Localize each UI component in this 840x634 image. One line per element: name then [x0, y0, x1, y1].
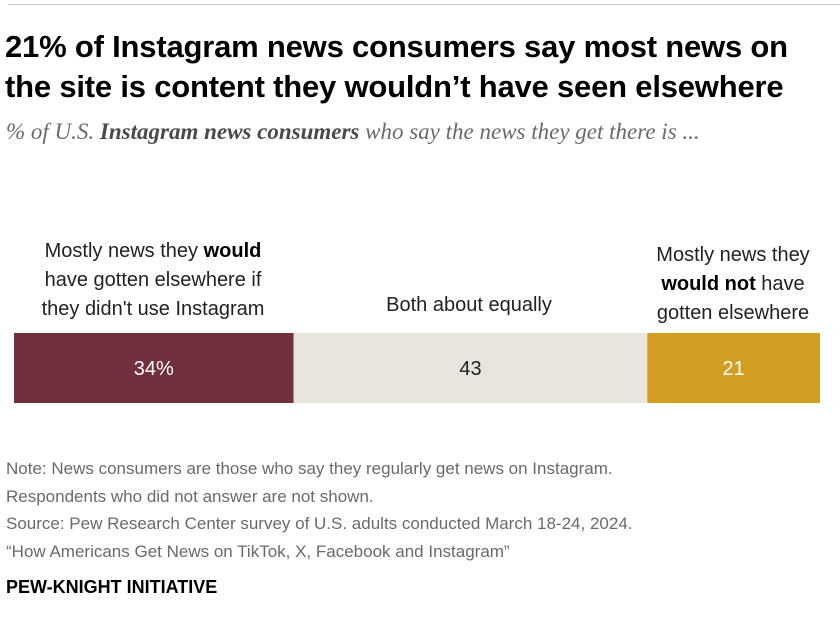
- note-line: Respondents who did not answer are not s…: [6, 486, 374, 506]
- category-label-would: Mostly news they would have gotten elsew…: [14, 237, 292, 324]
- bar-segment-3: [647, 333, 820, 403]
- category-label-would-not-after: have: [755, 273, 805, 295]
- source-line: Source: Pew Research Center survey of U.…: [6, 514, 633, 533]
- subtitle-suffix: who say the news they get there is ...: [359, 119, 700, 144]
- category-label-would-not: Mostly news they would not have gotten e…: [626, 241, 840, 328]
- bar-value-label-1: 34%: [134, 358, 174, 380]
- subtitle-emphasis: Instagram news consumers: [99, 119, 360, 144]
- brand-label: PEW-KNIGHT INITIATIVE: [6, 577, 218, 597]
- category-label-would-text: Mostly news they: [44, 240, 204, 262]
- category-label-both-text: Both about equally: [386, 294, 552, 316]
- category-label-would-bold: would: [203, 240, 262, 262]
- notes: Note: News consumers are those who say t…: [6, 455, 836, 565]
- category-label-would-not-line3: gotten elsewhere: [656, 302, 810, 324]
- bar-segment-1: [14, 333, 294, 403]
- subtitle-prefix: % of U.S.: [6, 119, 100, 144]
- chart-subtitle: % of U.S. Instagram news consumers who s…: [6, 116, 826, 147]
- bar-value-label-3: 21: [723, 358, 745, 380]
- category-label-would-line2: have gotten elsewhere if: [44, 269, 262, 291]
- top-rule: [8, 4, 840, 5]
- note-line: Note: News consumers are those who say t…: [6, 459, 613, 478]
- category-label-both: Both about equally: [292, 291, 646, 320]
- category-label-would-line3: they didn't use Instagram: [41, 298, 265, 320]
- category-label-would-not-line1: Mostly news they: [656, 244, 810, 266]
- chart-title: 21% of Instagram news consumers say most…: [5, 29, 788, 104]
- bar-segment-2: [293, 333, 648, 403]
- report-title-line: “How Americans Get News on TikTok, X, Fa…: [6, 541, 510, 561]
- category-label-would-not-bold: would not: [661, 273, 756, 295]
- bar-value-label-2: 43: [459, 358, 481, 380]
